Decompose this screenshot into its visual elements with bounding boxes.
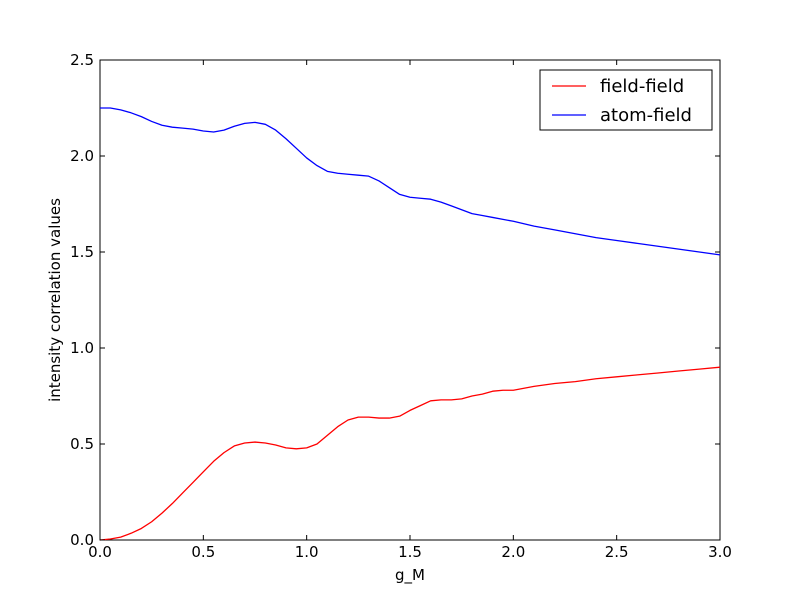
x-tick-label: 2.5 (605, 543, 629, 561)
x-tick-label: 0.0 (88, 543, 112, 561)
y-axis-label: intensity correlation values (46, 198, 64, 402)
x-tick-label: 3.0 (708, 543, 732, 561)
series-layer (99, 107, 721, 541)
x-tick-label: 2.0 (501, 543, 525, 561)
series-line-atom-field (100, 107, 721, 256)
x-tick-label: 1.5 (398, 543, 422, 561)
series-line-field-field (99, 366, 721, 541)
legend-label-atom-field: atom-field (600, 105, 692, 126)
x-tick-label: 0.5 (191, 543, 215, 561)
x-axis-label: g_M (395, 566, 425, 585)
ticks-layer: 0.0 0.5 1.0 1.5 2.0 2.5 3.0 0.0 0.5 1.0 1.5 2.0 2.5 (70, 51, 732, 561)
y-tick-label: 2.5 (70, 51, 94, 69)
plot-area: 0.0 0.5 1.0 1.5 2.0 2.5 3.0 0.0 0.5 1.0 1.5 2.0 2.5 (70, 51, 732, 561)
y-tick-label: 1.0 (70, 339, 94, 357)
legend: field-field atom-field (539, 69, 713, 131)
axes-frame (99, 59, 721, 541)
legend-box (539, 69, 713, 131)
x-tick-label: 1.0 (295, 543, 319, 561)
y-tick-label: 0.5 (70, 435, 94, 453)
y-tick-label: 1.5 (70, 243, 94, 261)
legend-label-field-field: field-field (600, 76, 684, 97)
y-tick-label: 0.0 (70, 531, 94, 549)
y-tick-label: 2.0 (70, 147, 94, 165)
